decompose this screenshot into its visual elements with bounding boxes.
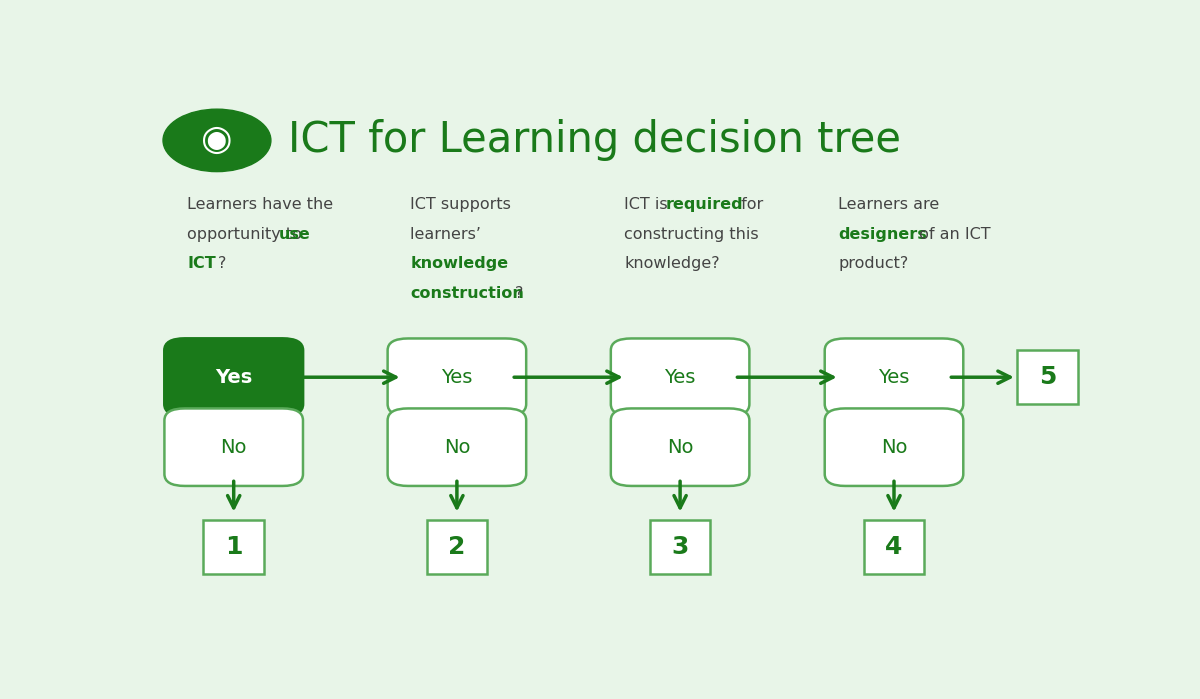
FancyBboxPatch shape — [824, 338, 964, 416]
FancyBboxPatch shape — [650, 520, 710, 574]
Text: Learners are: Learners are — [839, 197, 940, 212]
Text: designers: designers — [839, 226, 926, 242]
Text: ICT is: ICT is — [624, 197, 673, 212]
Text: use: use — [278, 226, 310, 242]
FancyBboxPatch shape — [611, 408, 749, 486]
FancyBboxPatch shape — [204, 520, 264, 574]
Text: 2: 2 — [449, 535, 466, 559]
Text: Yes: Yes — [442, 368, 473, 387]
FancyBboxPatch shape — [824, 408, 964, 486]
Text: product?: product? — [839, 256, 908, 271]
Text: Learners have the: Learners have the — [187, 197, 334, 212]
Text: Yes: Yes — [665, 368, 696, 387]
Text: Yes: Yes — [215, 368, 252, 387]
Text: No: No — [881, 438, 907, 456]
Text: 5: 5 — [1039, 365, 1056, 389]
Text: 4: 4 — [886, 535, 902, 559]
Text: No: No — [667, 438, 694, 456]
FancyBboxPatch shape — [611, 338, 749, 416]
Text: knowledge: knowledge — [410, 256, 509, 271]
FancyBboxPatch shape — [427, 520, 487, 574]
Text: 1: 1 — [224, 535, 242, 559]
FancyBboxPatch shape — [1018, 350, 1078, 404]
Text: for: for — [736, 197, 763, 212]
Text: Yes: Yes — [878, 368, 910, 387]
FancyBboxPatch shape — [164, 338, 302, 416]
Text: ?: ? — [218, 256, 227, 271]
FancyBboxPatch shape — [864, 520, 924, 574]
Text: ◉: ◉ — [202, 124, 233, 157]
Text: construction: construction — [410, 286, 524, 301]
Text: 3: 3 — [672, 535, 689, 559]
Text: ICT for Learning decision tree: ICT for Learning decision tree — [288, 120, 901, 161]
Text: of an ICT: of an ICT — [914, 226, 991, 242]
Text: opportunity to: opportunity to — [187, 226, 307, 242]
Text: ?: ? — [515, 286, 523, 301]
Text: learners’: learners’ — [410, 226, 486, 242]
Text: required: required — [665, 197, 743, 212]
FancyBboxPatch shape — [388, 408, 526, 486]
FancyBboxPatch shape — [388, 338, 526, 416]
Text: ICT supports: ICT supports — [410, 197, 511, 212]
Circle shape — [163, 109, 271, 172]
Text: knowledge?: knowledge? — [624, 256, 720, 271]
Text: constructing this: constructing this — [624, 226, 758, 242]
Text: No: No — [444, 438, 470, 456]
Text: No: No — [221, 438, 247, 456]
Text: ICT: ICT — [187, 256, 216, 271]
FancyBboxPatch shape — [164, 408, 302, 486]
